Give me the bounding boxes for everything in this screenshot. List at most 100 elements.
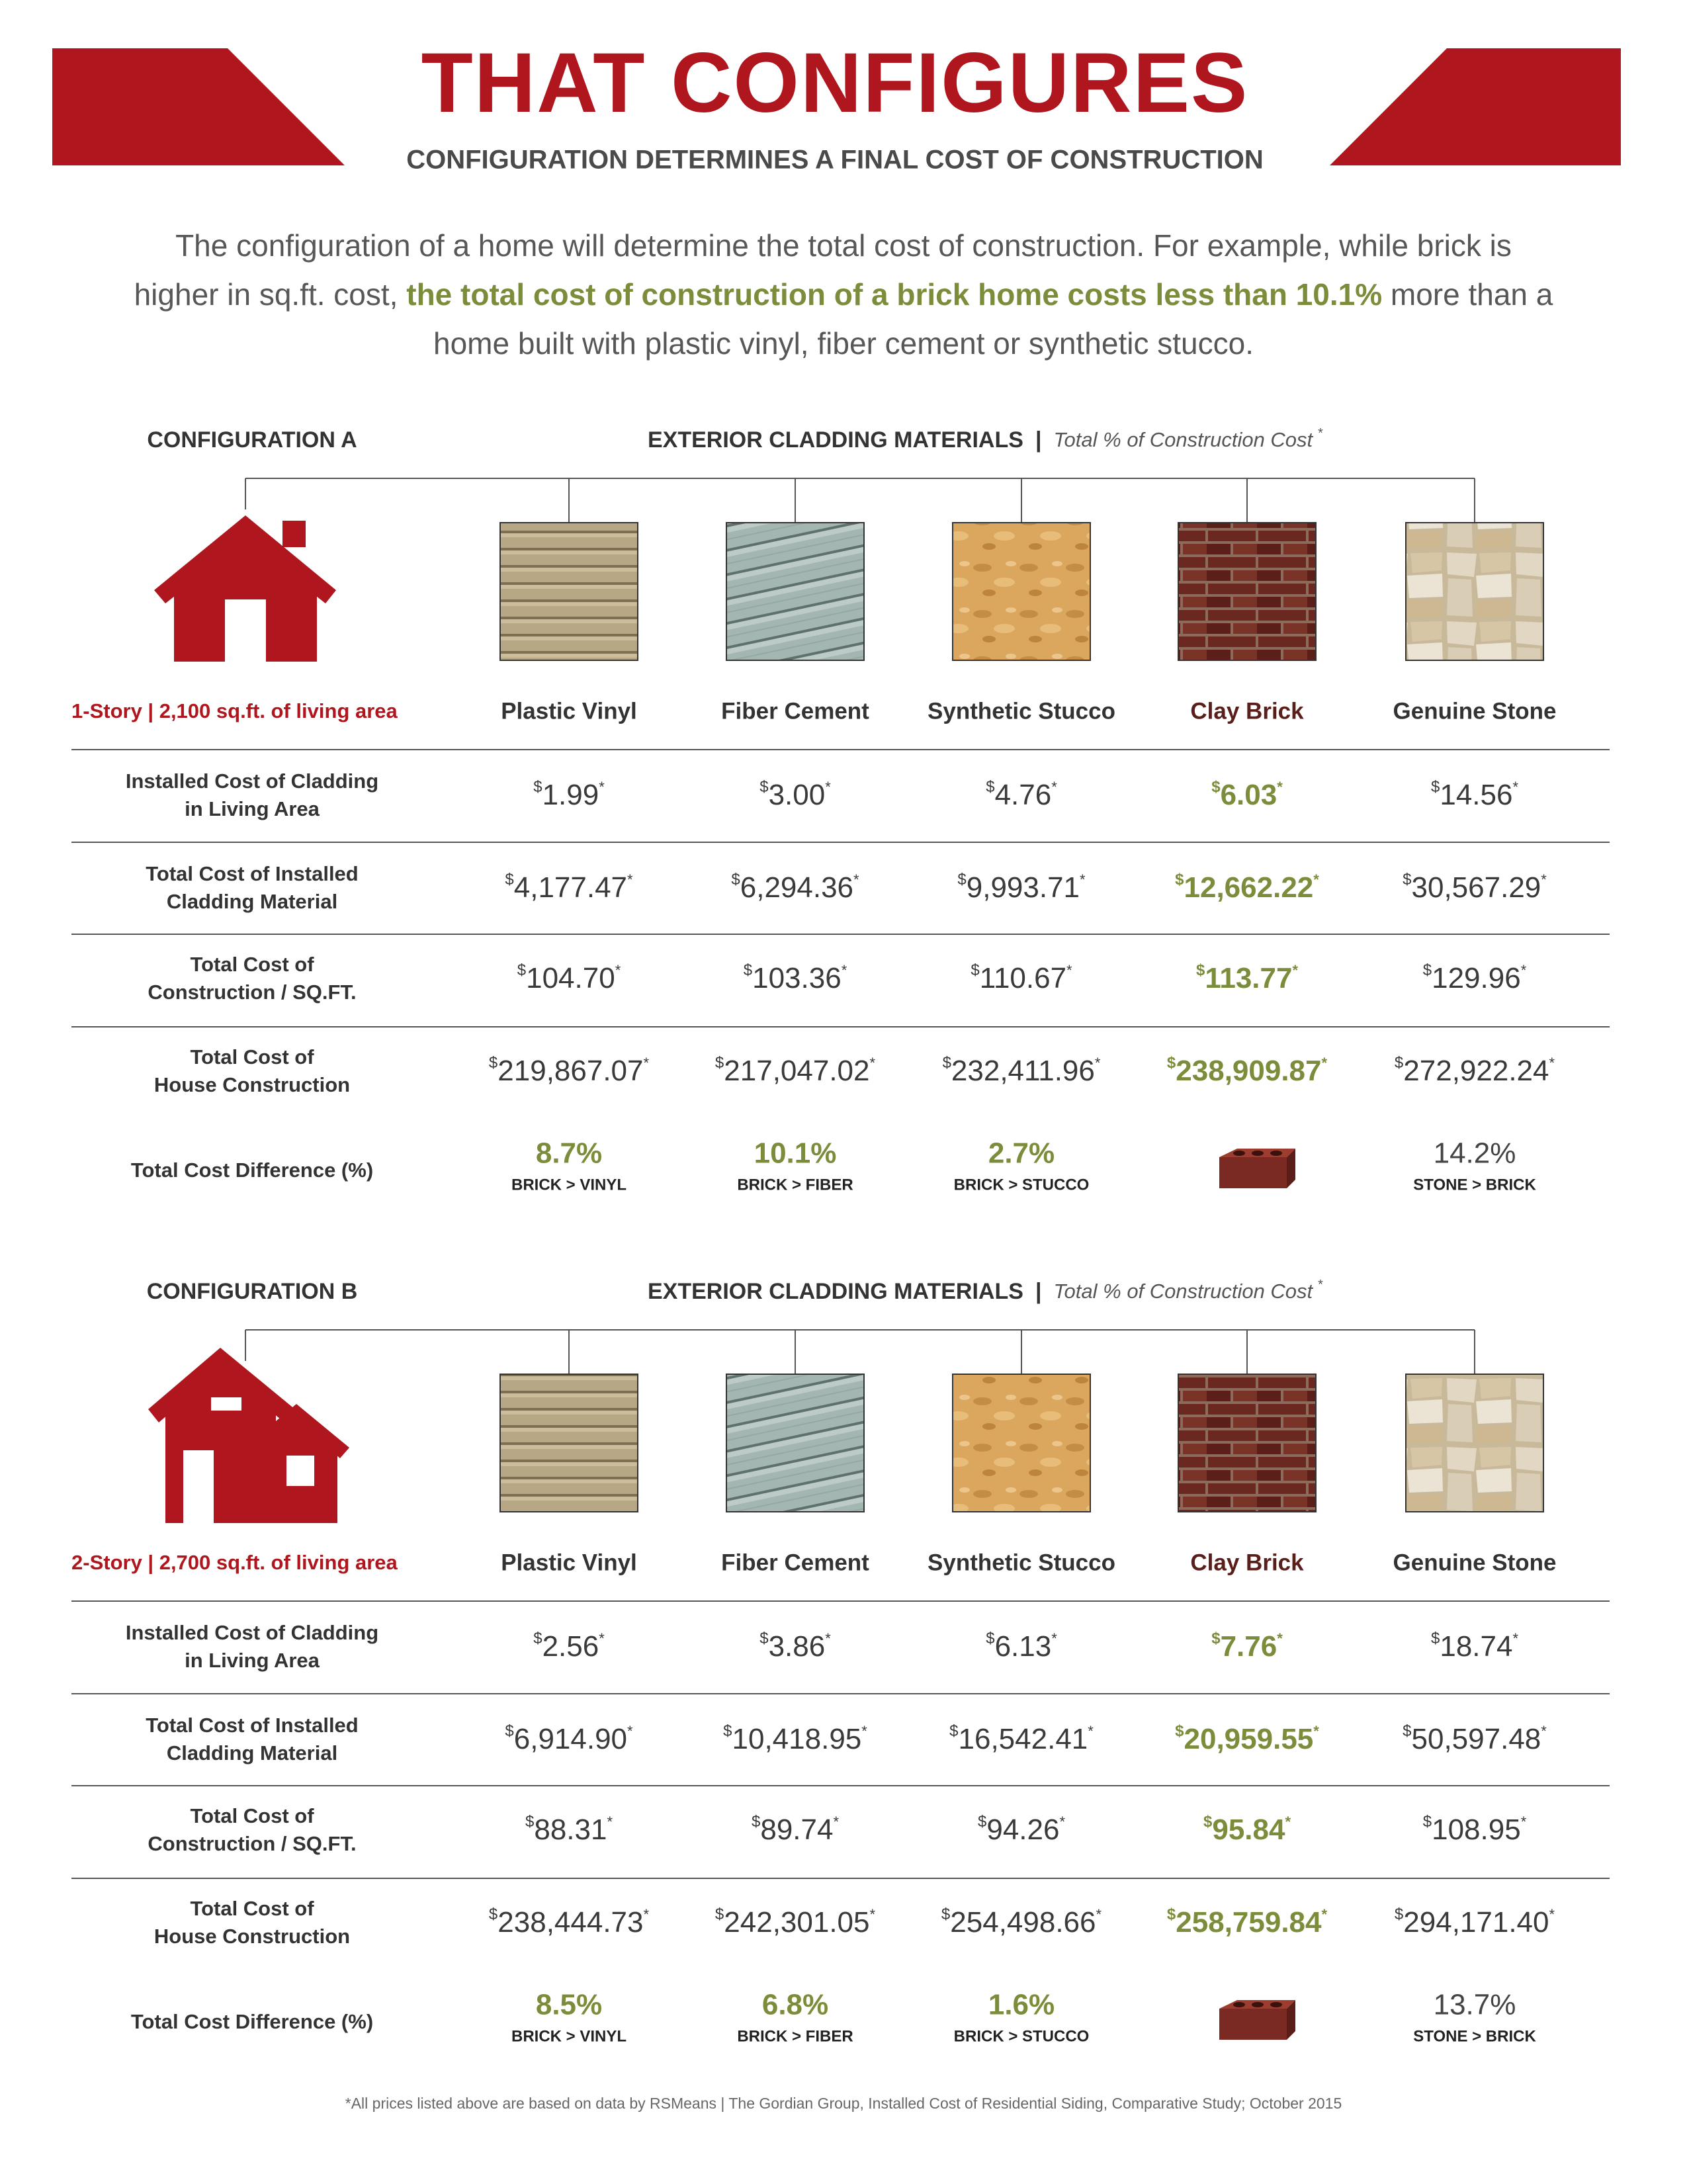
header-banner-left [52, 48, 345, 165]
price-value: 6.13 [995, 1630, 1052, 1663]
price-value: 18.74 [1440, 1630, 1512, 1663]
price: $104.70* [517, 961, 621, 994]
price-value: 95.84 [1212, 1813, 1285, 1846]
price-value: 7.76 [1221, 1630, 1277, 1663]
currency-symbol: $ [505, 871, 513, 889]
price-value: 108.95 [1432, 1813, 1521, 1846]
price-value: 258,759.84 [1176, 1906, 1322, 1939]
house-icon-chimney [282, 521, 306, 547]
difference-value: 2.7% [988, 1137, 1055, 1170]
currency-symbol: $ [505, 1722, 513, 1740]
intro-highlight: the total cost of construction of a bric… [406, 277, 1383, 312]
difference-note: STONE > BRICK [1413, 2027, 1536, 2045]
footnote-mark: * [861, 1723, 867, 1739]
currency-symbol: $ [978, 1813, 986, 1831]
currency-symbol: $ [723, 1722, 732, 1740]
price-value: 103.36 [752, 962, 842, 994]
footnote-mark: * [825, 1630, 831, 1647]
footnote-mark: * [1318, 426, 1323, 441]
price: $242,301.05* [715, 1905, 876, 1939]
price-value: 4,177.47 [514, 871, 627, 904]
footnote-mark: * [1051, 779, 1057, 795]
currency-symbol: $ [715, 1054, 724, 1072]
footnote-mark: * [1549, 1055, 1555, 1071]
material-name: Fiber Cement [721, 1550, 869, 1575]
header-banner-right [1330, 48, 1621, 165]
footnote-mark: * [1313, 871, 1319, 888]
currency-symbol: $ [943, 1054, 951, 1072]
footnote-mark: * [1285, 1813, 1291, 1830]
row-label: in Living Area [185, 1649, 320, 1672]
material-name: Plastic Vinyl [501, 698, 637, 724]
currency-symbol: $ [1431, 1630, 1440, 1647]
price-value: 113.77 [1205, 962, 1292, 994]
footnote-mark: * [644, 1055, 650, 1071]
footnote-mark: * [1521, 962, 1527, 979]
price: $88.31* [525, 1813, 613, 1846]
price: $6,914.90* [505, 1722, 633, 1755]
row-label: Cladding Material [167, 1741, 337, 1765]
price-value: 110.67 [980, 962, 1066, 994]
footnote-mark: * [644, 1906, 650, 1923]
footnote-mark: * [853, 871, 859, 888]
currency-symbol: $ [1395, 1054, 1403, 1072]
row-label: Construction / SQ.FT. [148, 981, 356, 1004]
brick-icon-hole [1252, 1151, 1264, 1156]
footnote-mark: * [615, 962, 621, 979]
difference-value: 14.2% [1434, 1137, 1516, 1170]
currency-symbol: $ [759, 778, 768, 796]
price: $30,567.29* [1403, 871, 1547, 904]
price-value: 50,597.48 [1412, 1723, 1541, 1755]
footnote-mark: * [1096, 1906, 1102, 1923]
price-value: 89.74 [760, 1813, 833, 1846]
footnote-mark: * [599, 1630, 605, 1647]
material-swatch [952, 522, 1091, 661]
heading-text: EXTERIOR CLADDING MATERIALS [648, 1279, 1023, 1304]
currency-symbol: $ [1395, 1905, 1403, 1923]
price: $238,909.87* [1167, 1054, 1328, 1087]
house-icon-window [211, 1397, 241, 1411]
footnote-mark: * [1318, 1278, 1323, 1292]
material-swatch [1178, 1374, 1317, 1512]
row-label: House Construction [154, 1073, 350, 1096]
material-name: Clay Brick [1190, 698, 1304, 724]
price-value: 238,909.87 [1176, 1055, 1321, 1087]
difference-note: STONE > BRICK [1413, 1176, 1536, 1194]
price-value: 6,914.90 [514, 1723, 627, 1755]
currency-symbol: $ [744, 961, 752, 979]
difference-value: 1.6% [988, 1989, 1055, 2021]
row-label: Total Cost of Installed [146, 1714, 359, 1737]
currency-symbol: $ [957, 871, 966, 889]
price: $12,662.22* [1175, 871, 1319, 904]
currency-symbol: $ [525, 1813, 534, 1831]
row-label: Total Cost of [190, 1804, 314, 1827]
row-label: Cladding Material [167, 890, 337, 913]
price-value: 9,993.71 [967, 871, 1080, 904]
configuration-name: CONFIGURATION A [147, 427, 357, 453]
currency-symbol: $ [517, 961, 526, 979]
price: $113.77* [1196, 961, 1299, 994]
footnote-mark: * [870, 1055, 876, 1071]
price-value: 219,867.07 [497, 1055, 643, 1087]
price: $232,411.96* [943, 1054, 1101, 1087]
currency-symbol: $ [759, 1630, 768, 1647]
difference-value: 8.5% [536, 1989, 602, 2021]
difference-value: 8.7% [536, 1137, 602, 1170]
material-name: Clay Brick [1190, 1550, 1304, 1575]
footnote-mark: * [1059, 1813, 1065, 1830]
difference-note: BRICK > FIBER [737, 1176, 853, 1194]
material-swatch [952, 1374, 1091, 1512]
price: $238,444.73* [489, 1905, 650, 1939]
price: $294,171.40* [1395, 1905, 1555, 1939]
price: $9,993.71* [957, 871, 1086, 904]
heading-text: EXTERIOR CLADDING MATERIALS [648, 427, 1023, 453]
price-value: 129.96 [1432, 962, 1521, 994]
material-name: Genuine Stone [1393, 698, 1557, 724]
row-label: Installed Cost of Cladding [126, 769, 378, 793]
price: $14.56* [1431, 778, 1518, 811]
brick-icon-hole [1270, 1151, 1282, 1156]
footnote-mark: * [825, 779, 831, 795]
house-icon-body [174, 533, 317, 662]
currency-symbol: $ [715, 1905, 724, 1923]
price-value: 6.03 [1221, 779, 1277, 811]
